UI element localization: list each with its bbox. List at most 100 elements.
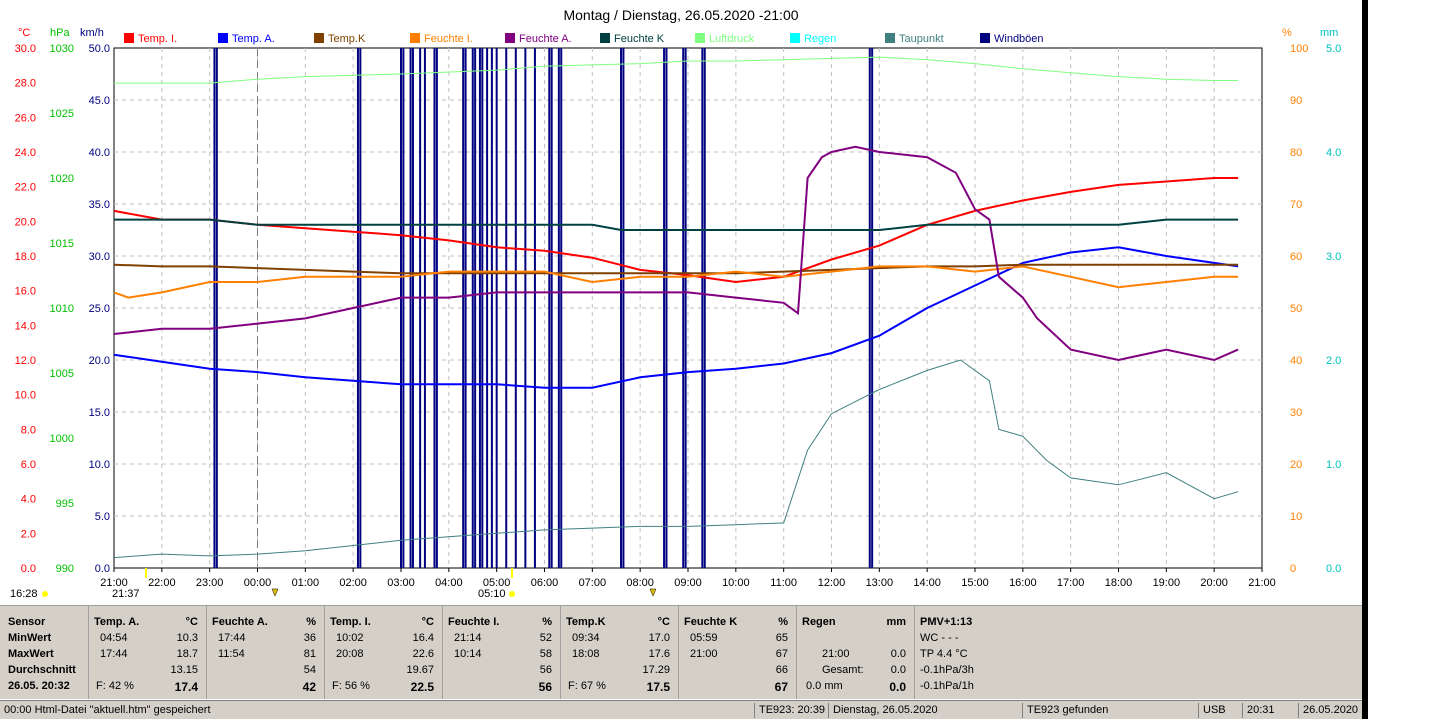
y-tick-label: 4.0: [1326, 147, 1341, 159]
stats-feuchte-k-unit: %: [778, 616, 788, 628]
y-tick-label: 10.0: [89, 459, 110, 471]
stats-regen-gesamt-label: Gesamt:: [822, 664, 864, 676]
x-tick-label: 02:00: [339, 577, 367, 589]
stats-col-sensor: Sensor MinWert MaxWert Durchschnitt 26.0…: [0, 606, 89, 699]
stats-temp-a-f: F: 42 %: [96, 680, 134, 692]
legend-swatch: [600, 33, 610, 43]
axis-unit-label: mm: [1320, 27, 1338, 39]
y-tick-label: 30.0: [15, 43, 36, 55]
stats-feuchte-i-avg: 56: [539, 664, 552, 676]
status-date: 26.05.2020: [1298, 703, 1363, 718]
series-line: [113, 177, 1239, 284]
stats-col-regen: Regen mm 21:00 0.0 Gesamt: 0.0 0.0 mm 0.…: [796, 606, 915, 699]
y-tick-label: 1015: [50, 238, 74, 250]
sun-markers: 16:28 21:37 05:10: [10, 568, 657, 600]
axis-ticks: 30.0 28.0 26.0 24.0 22.0 20.0 18.0 16.0 14.0 12.0…: [15, 43, 1342, 589]
x-tick-label: 23:00: [196, 577, 224, 589]
x-tick-label: 08:00: [626, 577, 654, 589]
stats-temp-i-avg: 19.67: [406, 664, 434, 676]
x-tick-label: 09:00: [674, 577, 702, 589]
y-tick-label: 50.0: [89, 43, 110, 55]
series-line: [113, 263, 1239, 275]
legend-swatch: [980, 33, 990, 43]
y-tick-label: 26.0: [15, 112, 36, 124]
stats-temp-k-now: 17.5: [646, 680, 670, 694]
stats-feuchte-a-min-time: 17:44: [218, 632, 246, 644]
stats-pmv-tp: TP 4.4 °C: [920, 648, 968, 660]
y-tick-label: 1.0: [1326, 459, 1341, 471]
status-usb: USB: [1198, 703, 1241, 718]
y-tick-label: 20.0: [89, 355, 110, 367]
legend-swatch: [314, 33, 324, 43]
y-tick-label: 4.0: [21, 494, 36, 506]
x-tick-label: 05:00: [483, 577, 511, 589]
sunrise-label: 05:10: [478, 588, 506, 600]
legend-label: Temp.K: [328, 33, 366, 45]
stats-feuchte-i-unit: %: [542, 616, 552, 628]
legend-swatch: [695, 33, 705, 43]
legend-swatch: [124, 33, 134, 43]
sun-marker-icon: [42, 591, 48, 597]
status-found: TE923 gefunden: [1022, 703, 1197, 718]
x-tick-label: 06:00: [531, 577, 559, 589]
stats-feuchte-a-now: 42: [302, 680, 316, 694]
stats-feuchte-i-min-time: 21:14: [454, 632, 482, 644]
legend-label: Taupunkt: [899, 33, 944, 45]
y-tick-label: 2.0: [21, 528, 36, 540]
chart-title: Montag / Dienstag, 26.05.2020 -21:00: [563, 7, 798, 23]
y-tick-label: 1020: [50, 173, 74, 185]
stats-temp-k-max-time: 18:08: [572, 648, 600, 660]
y-tick-label: 0.0: [21, 563, 36, 575]
series-lines: [113, 56, 1239, 559]
stats-feuchte-k-min: 65: [775, 632, 788, 644]
stats-feuchte-a-head: Feuchte A.: [212, 616, 268, 628]
stats-temp-k-min: 17.0: [648, 632, 670, 644]
stats-sensor-head: Sensor: [8, 616, 46, 628]
axis-units: °C hPa km/h% mm: [18, 27, 1338, 39]
y-tick-label: 70: [1290, 199, 1302, 211]
series-line: [113, 246, 1239, 389]
y-tick-label: 30: [1290, 407, 1302, 419]
stats-temp-i-head: Temp. I.: [330, 616, 371, 628]
y-tick-label: 20.0: [15, 216, 36, 228]
stats-feuchte-k-max-time: 21:00: [690, 648, 718, 660]
stats-temp-a-avg: 13.15: [170, 664, 198, 676]
x-tick-label: 04:00: [435, 577, 463, 589]
y-tick-label: 18.0: [15, 251, 36, 263]
stats-regen-unit: mm: [886, 616, 906, 628]
x-tick-label: 22:00: [148, 577, 176, 589]
stats-feuchte-k-min-time: 05:59: [690, 632, 718, 644]
y-tick-label: 80: [1290, 147, 1302, 159]
x-tick-label: 07:00: [579, 577, 607, 589]
stats-temp-k-avg: 17.29: [642, 664, 670, 676]
y-tick-label: 35.0: [89, 199, 110, 211]
series-line: [114, 218, 1239, 231]
stats-temp-i-now: 22.5: [410, 680, 434, 694]
y-tick-label: 24.0: [15, 147, 36, 159]
stats-regen-gesamt: 0.0: [890, 664, 906, 676]
legend-label: Feuchte I.: [424, 33, 473, 45]
stats-feuchte-i-max-time: 10:14: [454, 648, 482, 660]
stats-pmv-p3h: -0.1hPa/3h: [920, 664, 974, 676]
y-tick-label: 990: [56, 563, 74, 575]
stats-temp-a-unit: °C: [185, 616, 198, 628]
y-tick-label: 28.0: [15, 78, 36, 90]
stats-feuchte-a-unit: %: [306, 616, 316, 628]
y-tick-label: 14.0: [15, 320, 36, 332]
y-tick-label: 20: [1290, 459, 1302, 471]
stats-avg-label: Durchschnitt: [8, 664, 76, 676]
stats-col-temp-i: Temp. I. °C 10:02 16.4 20:08 22.6 19.67 …: [324, 606, 443, 699]
stats-temp-k-max: 17.6: [648, 648, 670, 660]
stats-feuchte-a-avg: 54: [303, 664, 316, 676]
x-tick-label: 11:00: [770, 577, 797, 589]
y-tick-label: 100: [1290, 43, 1308, 55]
legend-label: Temp. A.: [232, 33, 275, 45]
y-tick-label: 30.0: [89, 251, 110, 263]
stats-temp-i-max-time: 20:08: [336, 648, 364, 660]
legend-swatch: [410, 33, 420, 43]
axis-unit-label: hPa: [50, 27, 70, 39]
stats-col-pmv: PMV+1:13 WC - - - TP 4.4 °C -0.1hPa/3h -…: [914, 606, 1034, 699]
stats-temp-a-min-time: 04:54: [100, 632, 128, 644]
stats-regen-now: 0.0: [889, 680, 906, 694]
stats-feuchte-a-max-time: 11:54: [218, 648, 245, 660]
